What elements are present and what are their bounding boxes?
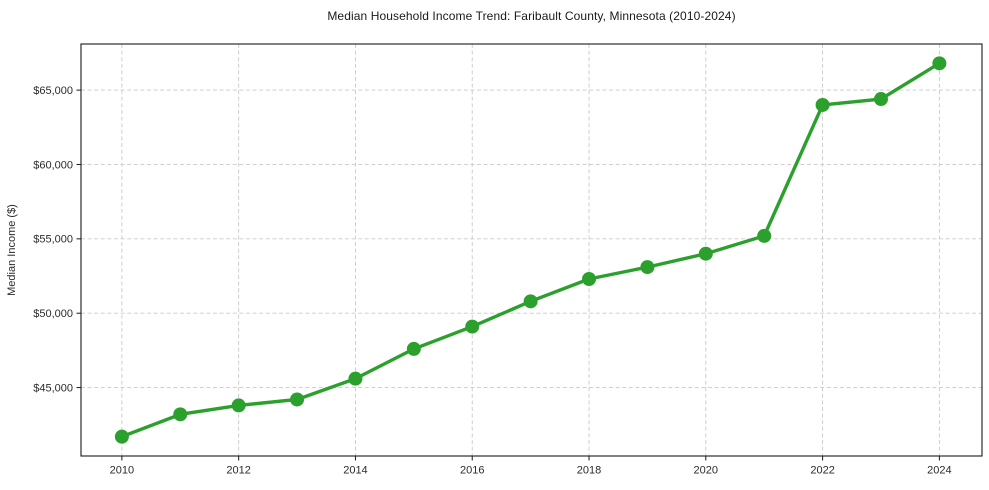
x-tick-label: 2016 [460, 465, 484, 477]
y-tick-label: $50,000 [33, 308, 73, 320]
data-point-2019 [640, 260, 655, 275]
x-tick-label: 2024 [927, 465, 951, 477]
x-tick-label: 2012 [226, 465, 250, 477]
data-point-2021 [757, 228, 772, 243]
x-tick-label: 2020 [694, 465, 718, 477]
data-point-2023 [873, 92, 888, 107]
x-tick-label: 2010 [110, 465, 134, 477]
chart-title: Median Household Income Trend: Faribault… [327, 9, 736, 23]
data-point-2012 [231, 398, 246, 413]
data-point-2010 [114, 429, 129, 444]
y-tick-label: $60,000 [33, 159, 73, 171]
y-tick-label: $65,000 [33, 85, 73, 97]
y-tick-label: $55,000 [33, 234, 73, 246]
data-point-2016 [465, 319, 480, 334]
data-point-2018 [582, 272, 597, 287]
data-point-2024 [932, 56, 947, 71]
data-point-2017 [523, 294, 538, 309]
data-point-2020 [698, 246, 713, 261]
y-tick-label: $45,000 [33, 382, 73, 394]
axes-spines [80, 43, 983, 457]
income-trend-line [120, 61, 942, 439]
data-point-2011 [173, 407, 188, 422]
data-point-2022 [815, 97, 830, 112]
data-point-2014 [348, 371, 363, 386]
data-point-2015 [406, 341, 421, 356]
x-tick-label: 2022 [810, 465, 834, 477]
x-tick-label: 2018 [577, 465, 601, 477]
y-axis-label: Median Income ($) [6, 204, 18, 296]
x-tick-label: 2014 [343, 465, 367, 477]
data-point-2013 [290, 392, 305, 407]
